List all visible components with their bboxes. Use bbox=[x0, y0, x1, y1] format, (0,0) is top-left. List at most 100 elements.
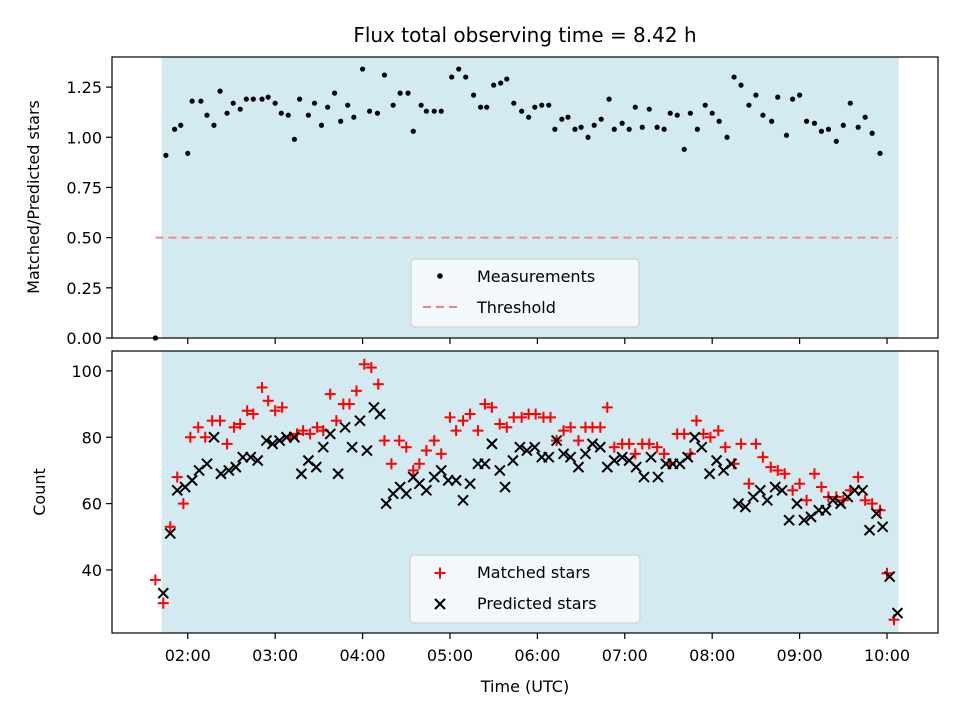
measurement-point bbox=[498, 80, 504, 86]
y-tick-label: 1.00 bbox=[66, 128, 102, 147]
matched-star-point bbox=[815, 481, 827, 493]
predicted-star-point bbox=[703, 468, 716, 480]
measurement-point bbox=[674, 112, 680, 118]
matched-star-point bbox=[276, 401, 288, 413]
predicted-star-point bbox=[332, 468, 344, 480]
matched-star-point bbox=[643, 438, 655, 450]
predicted-star-point bbox=[479, 458, 491, 470]
matched-star-point bbox=[608, 441, 620, 453]
matched-star-point bbox=[297, 425, 309, 437]
measurement-point bbox=[519, 108, 525, 114]
predicted-star-point bbox=[380, 497, 392, 510]
predicted-star-point bbox=[521, 444, 533, 457]
matched-star-point bbox=[262, 395, 274, 407]
matched-star-point bbox=[544, 411, 556, 423]
measurement-point bbox=[526, 114, 532, 120]
predicted-star-point bbox=[870, 507, 883, 520]
measurement-point bbox=[591, 122, 597, 128]
measurement-point bbox=[825, 126, 832, 132]
matched-star-point bbox=[572, 435, 584, 447]
y-tick-label: 0.75 bbox=[66, 178, 102, 197]
matched-star-point bbox=[372, 378, 384, 390]
matched-star-point bbox=[743, 478, 755, 490]
measurement-point bbox=[585, 134, 591, 140]
matched-star-point bbox=[787, 484, 799, 496]
matched-star-point bbox=[494, 418, 506, 430]
predicted-star-point bbox=[361, 444, 373, 457]
predicted-star-point bbox=[400, 487, 412, 500]
measurement-point bbox=[552, 126, 558, 132]
measurement-point bbox=[546, 102, 552, 108]
matched-star-point bbox=[385, 458, 397, 470]
measurement-point bbox=[484, 104, 490, 110]
matched-star-point bbox=[651, 441, 663, 453]
measurement-point bbox=[654, 124, 660, 130]
measurement-point bbox=[470, 92, 477, 98]
predicted-star-point bbox=[266, 438, 279, 450]
predicted-star-point bbox=[820, 504, 832, 516]
measurement-point bbox=[565, 114, 571, 120]
legend-x-glyph bbox=[434, 598, 446, 610]
measurement-point bbox=[869, 130, 875, 136]
y-tick-label: 0.00 bbox=[66, 329, 102, 348]
predicted-star-point bbox=[223, 464, 235, 477]
measurement-point bbox=[731, 74, 737, 80]
matched-star-point bbox=[311, 421, 323, 433]
predicted-star-point bbox=[164, 527, 176, 540]
matched-star-point bbox=[171, 471, 183, 483]
predicted-star-point bbox=[630, 461, 642, 473]
matched-star-point bbox=[304, 428, 316, 440]
y-tick-label: 40 bbox=[82, 561, 102, 580]
measurement-point bbox=[687, 110, 693, 116]
measurement-point bbox=[532, 104, 538, 110]
matched-star-point bbox=[558, 425, 570, 437]
measurement-point bbox=[611, 126, 617, 132]
predicted-star-point bbox=[798, 514, 810, 526]
measurement-point bbox=[305, 112, 311, 118]
predicted-star-point bbox=[273, 434, 286, 447]
matched-star-point bbox=[801, 494, 813, 506]
measurement-point bbox=[818, 128, 825, 134]
y-tick-label: 60 bbox=[82, 495, 102, 514]
measurement-point bbox=[456, 66, 462, 72]
matched-star-point bbox=[343, 398, 355, 410]
measurement-point bbox=[410, 128, 416, 134]
measurement-point bbox=[338, 118, 344, 124]
legend-plus-glyph bbox=[434, 567, 446, 579]
measurement-point bbox=[862, 114, 868, 120]
matched-star-point bbox=[704, 431, 716, 443]
predicted-star-point bbox=[827, 494, 839, 507]
measurement-point bbox=[331, 90, 338, 96]
matched-star-point bbox=[164, 521, 176, 533]
measurement-point bbox=[198, 98, 204, 104]
measurement-point bbox=[318, 122, 325, 128]
matched-star-point bbox=[472, 425, 484, 437]
predicted-star-point bbox=[739, 501, 752, 513]
matched-star-point bbox=[149, 574, 161, 586]
predicted-star-point bbox=[230, 461, 242, 473]
predicted-star-point bbox=[208, 431, 220, 443]
x-tick-label: 06:00 bbox=[514, 646, 560, 665]
measurement-point bbox=[449, 74, 455, 80]
predicted-star-point bbox=[856, 484, 869, 497]
y-tick-label: 80 bbox=[82, 428, 102, 447]
measurement-point bbox=[847, 100, 853, 106]
measurement-point bbox=[694, 126, 700, 132]
measurement-point bbox=[374, 110, 381, 116]
matched-star-point bbox=[750, 438, 762, 450]
measurement-point bbox=[189, 98, 195, 104]
y-tick-label: 1.25 bbox=[66, 78, 102, 97]
x-tick-label: 10:00 bbox=[864, 646, 910, 665]
measurement-point bbox=[855, 124, 861, 130]
measurement-point bbox=[297, 96, 303, 102]
measurement-point bbox=[661, 126, 667, 132]
matched-star-point bbox=[765, 461, 777, 473]
predicted-star-point bbox=[529, 441, 541, 453]
predicted-star-point bbox=[435, 464, 447, 477]
matched-star-point bbox=[594, 421, 606, 433]
predicted-star-point bbox=[891, 607, 904, 619]
measurement-point bbox=[230, 100, 236, 106]
matched-star-point bbox=[757, 451, 769, 463]
matched-star-point bbox=[400, 441, 412, 453]
measurement-point bbox=[783, 132, 790, 138]
